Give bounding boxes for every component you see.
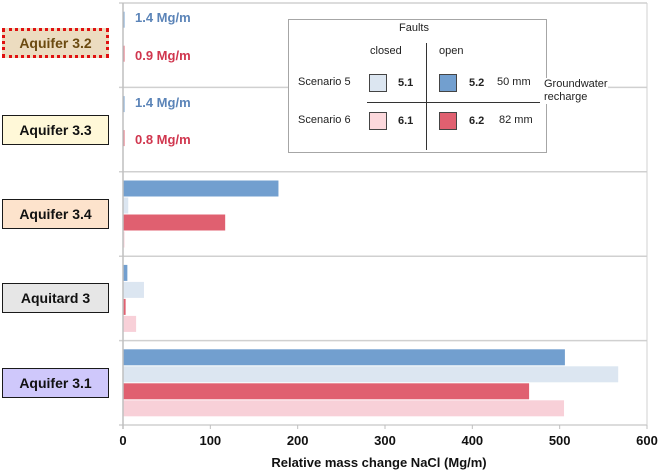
legend-side-label-line2: recharge — [544, 91, 588, 103]
legend-swatch-5-1 — [369, 74, 387, 92]
bar-5-1 — [123, 366, 619, 383]
bar-6-2 — [123, 383, 530, 400]
x-tick-label: 200 — [287, 433, 309, 448]
legend-side-label-line1: Groundwater — [544, 78, 608, 90]
value-annotation: 0.9 Mg/m — [135, 48, 191, 63]
x-axis-title: Relative mass change NaCl (Mg/m) — [271, 455, 486, 470]
legend-title: Faults — [399, 22, 429, 34]
legend-row-label: Scenario 6 — [298, 114, 351, 126]
legend-swatch-6-2 — [439, 112, 457, 130]
legend-key-6-2: 6.2 — [469, 115, 485, 127]
legend-key-5-2: 5.2 — [469, 77, 485, 89]
legend-swatch-5-2 — [439, 74, 457, 92]
category-label: Aquitard 3 — [2, 283, 109, 314]
legend-key-6-1: 6.1 — [398, 115, 414, 127]
value-annotation: 0.8 Mg/m — [135, 132, 191, 147]
value-annotation: 1.4 Mg/m — [135, 10, 191, 25]
legend-col-open: open — [439, 45, 464, 57]
category-label: Aquifer 3.4 — [2, 199, 109, 229]
legend-swatch-6-1 — [369, 112, 387, 130]
legend-row-label: Scenario 5 — [298, 76, 351, 88]
x-tick-label: 100 — [199, 433, 221, 448]
bar-5-2 — [123, 349, 565, 366]
bar-5-1 — [123, 281, 144, 298]
legend-side-label: Groundwater recharge — [544, 78, 608, 104]
x-tick-label: 600 — [636, 433, 658, 448]
legend-recharge-value: 82 mm — [499, 114, 533, 126]
bar-6-1 — [123, 315, 137, 332]
legend-recharge-value: 50 mm — [497, 76, 531, 88]
category-label: Aquifer 3.2 — [2, 28, 109, 59]
bar-6-2 — [123, 214, 226, 231]
category-label: Aquifer 3.1 — [2, 367, 109, 398]
bar-5-2 — [123, 180, 279, 197]
bar-6-2 — [123, 298, 126, 315]
bar-5-2 — [123, 264, 128, 281]
value-annotation: 1.4 Mg/m — [135, 95, 191, 110]
x-tick-label: 0 — [119, 433, 126, 448]
legend-vertical-divider — [426, 43, 427, 150]
x-tick-label: 400 — [461, 433, 483, 448]
bar-5-1 — [123, 197, 129, 214]
category-label: Aquifer 3.3 — [2, 114, 109, 145]
legend-horizontal-divider — [367, 102, 540, 103]
legend-col-closed: closed — [370, 45, 402, 57]
x-tick-label: 500 — [549, 433, 571, 448]
legend: Faults closed open Scenario 5 5.1 5.2 50… — [288, 19, 547, 153]
legend-key-5-1: 5.1 — [398, 77, 414, 89]
bar-6-1 — [123, 400, 565, 417]
x-tick-label: 300 — [374, 433, 396, 448]
